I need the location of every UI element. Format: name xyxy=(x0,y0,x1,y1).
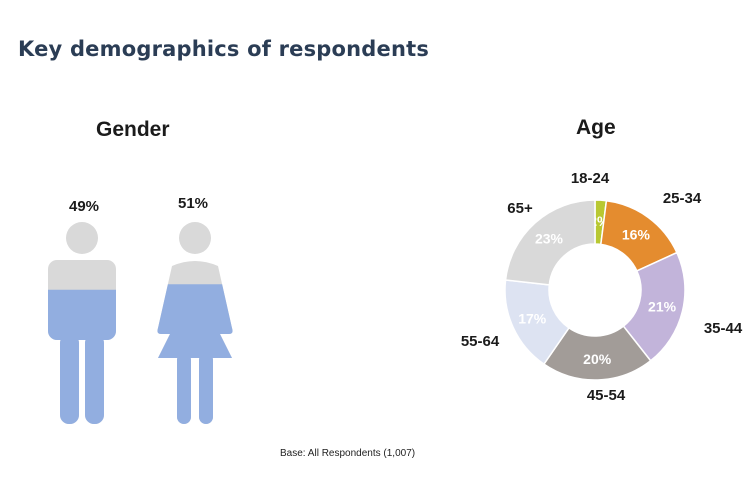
donut-value-label-55-64: 17% xyxy=(518,311,547,327)
donut-value-label-25-34: 16% xyxy=(622,226,651,242)
donut-category-label-35-44: 35-44 xyxy=(704,320,743,337)
donut-category-label-25-34: 25-34 xyxy=(663,190,702,207)
female-figure-filled-part xyxy=(157,284,233,424)
male-percentage-label: 49% xyxy=(69,198,100,215)
donut-slice-65+ xyxy=(504,199,596,286)
base-note: Base: All Respondents (1,007) xyxy=(280,448,416,459)
donut-category-label-45-54: 45-54 xyxy=(587,387,626,404)
female-percentage-label: 51% xyxy=(178,195,209,212)
donut-value-label-35-44: 21% xyxy=(648,298,677,314)
donut-category-label-65+: 65+ xyxy=(507,200,533,217)
age-donut-chart: 2%18-2416%25-3421%35-4420%45-5417%55-642… xyxy=(461,170,743,404)
donut-slice-35-44 xyxy=(622,251,686,362)
gender-title: Gender xyxy=(96,118,170,141)
female-figure-icon xyxy=(157,222,233,424)
donut-value-label-45-54: 20% xyxy=(583,351,612,367)
page-title: Key demographics of respondents xyxy=(18,37,430,61)
male-figure-filled-part xyxy=(48,289,116,424)
age-title: Age xyxy=(576,116,616,139)
donut-category-label-55-64: 55-64 xyxy=(461,333,500,350)
donut-category-label-18-24: 18-24 xyxy=(571,170,610,187)
donut-value-label-65+: 23% xyxy=(535,231,564,247)
male-figure-icon xyxy=(48,222,116,424)
